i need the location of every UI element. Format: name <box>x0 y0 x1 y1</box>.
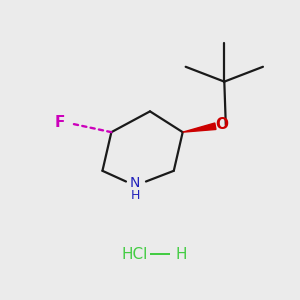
Text: N: N <box>130 176 140 190</box>
Text: H: H <box>130 189 140 202</box>
Text: HCl: HCl <box>122 247 148 262</box>
Polygon shape <box>183 123 216 132</box>
Text: O: O <box>215 117 228 132</box>
Text: H: H <box>176 247 187 262</box>
Text: F: F <box>55 115 65 130</box>
